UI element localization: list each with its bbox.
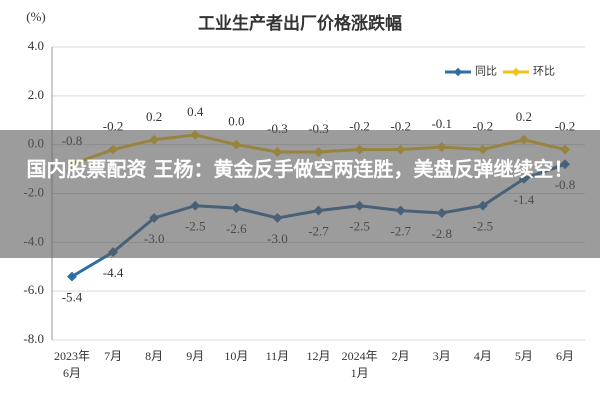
- x-tick-label: 2月: [391, 349, 410, 363]
- data-label: 0.2: [516, 109, 532, 124]
- data-label: -5.4: [62, 290, 83, 305]
- data-label: 0.0: [228, 114, 244, 129]
- data-label: -0.2: [103, 119, 124, 134]
- x-tick-label: 5月: [514, 349, 533, 363]
- data-label: 0.2: [146, 109, 162, 124]
- x-tick-label: 10月: [224, 349, 249, 363]
- overlay-banner: 国内股票配资 王杨：黄金反手做空两连胜，美盘反弹继续空！: [0, 130, 600, 258]
- x-tick-label: 7月: [104, 349, 123, 363]
- legend-label: 同比: [475, 65, 497, 78]
- x-tick-label: 2023年 6月: [53, 349, 90, 380]
- x-tick-label: 12月: [306, 349, 331, 363]
- data-label: -0.2: [349, 119, 370, 134]
- x-tick-label: 2024年 1月: [341, 349, 378, 380]
- x-tick-label: 9月: [186, 349, 205, 363]
- data-label: -0.2: [390, 119, 411, 134]
- data-label: 0.4: [187, 104, 204, 119]
- x-tick-label: 6月: [555, 349, 574, 363]
- y-tick-label: 2.0: [28, 87, 44, 102]
- data-label: -0.2: [473, 119, 494, 134]
- x-tick-label: 3月: [432, 349, 451, 363]
- y-tick-label: 4.0: [28, 38, 44, 53]
- x-tick-label: 4月: [473, 349, 492, 363]
- y-tick-label: -6.0: [23, 282, 44, 297]
- x-tick-label: 8月: [145, 349, 164, 363]
- legend-marker: [453, 67, 463, 77]
- data-label: -0.2: [555, 119, 576, 134]
- x-tick-label: 11月: [265, 349, 290, 363]
- y-tick-label: -8.0: [23, 331, 44, 346]
- chart-title: 工业生产者出厂价格涨跌幅: [198, 13, 402, 34]
- data-label: -4.4: [103, 265, 124, 280]
- y-unit: (%): [26, 9, 46, 24]
- legend-label: 环比: [533, 65, 555, 78]
- data-label: -0.1: [431, 116, 452, 131]
- legend-marker: [511, 67, 521, 77]
